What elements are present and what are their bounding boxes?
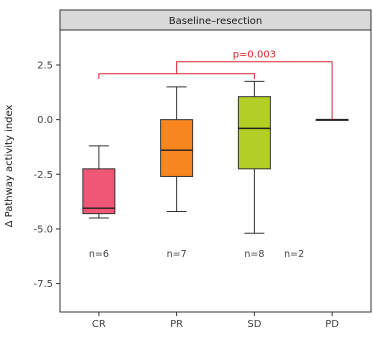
x-tick-label: PD <box>325 319 339 330</box>
facet-strip <box>59 9 372 31</box>
n-label: n=7 <box>167 249 187 260</box>
y-axis-title: Δ Pathway activity index <box>4 105 15 228</box>
y-tick-label: -7.5 <box>33 279 53 290</box>
n-label: n=2 <box>284 249 304 260</box>
significance-bracket <box>176 61 333 120</box>
y-tick-label: 2.5 <box>37 60 53 71</box>
y-tick-label: -5.0 <box>33 224 53 235</box>
box-pr <box>160 119 194 177</box>
box-sd <box>237 96 271 170</box>
significance-bracket <box>98 73 255 80</box>
x-tick-label: PR <box>170 319 183 330</box>
chart-marks: -7.5 -5.0 -2.5 0.0 2.5 CR PR SD PD n=6 n=7 n=8 n=2 p=… <box>33 50 349 330</box>
n-label: n=8 <box>244 249 264 260</box>
y-tick-label: -2.5 <box>33 170 53 181</box>
x-tick-label: SD <box>247 319 261 330</box>
p-value-label: p=0.003 <box>233 50 276 61</box>
n-label: n=6 <box>89 249 109 260</box>
facet-strip-label: Baseline–resection <box>169 16 262 27</box>
box-cr <box>82 168 116 215</box>
y-tick-label: 0.0 <box>37 115 53 126</box>
x-tick-label: CR <box>92 319 106 330</box>
